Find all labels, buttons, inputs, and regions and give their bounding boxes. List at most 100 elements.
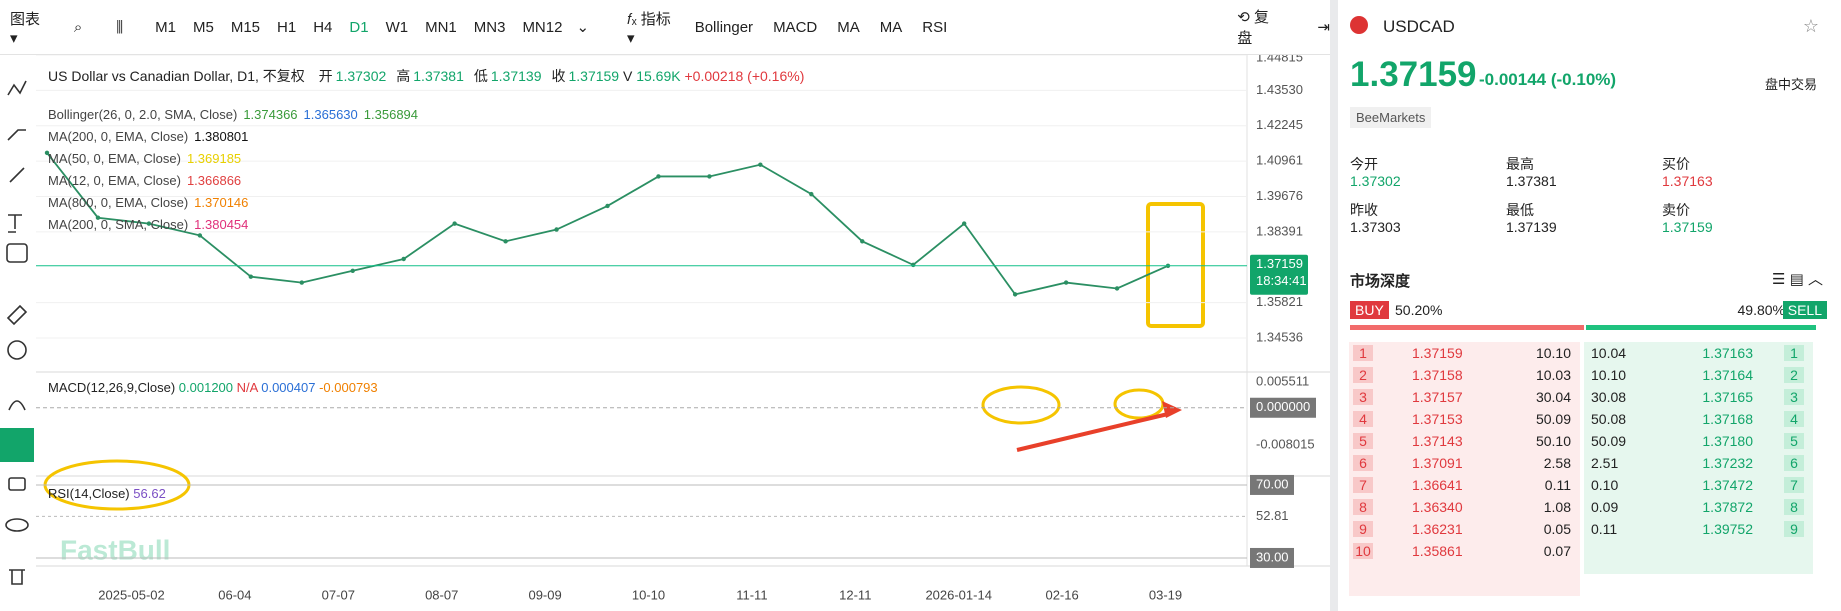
bid-price: 1.37157 <box>1412 389 1463 405</box>
replay-label[interactable]: 复盘 <box>1237 9 1270 47</box>
indicators-label[interactable]: 指标 <box>640 10 671 28</box>
legend-value: 1.380801 <box>194 129 249 144</box>
close-point <box>911 262 916 268</box>
indicator[interactable]: MA <box>879 18 903 36</box>
ask-price: 1.37163 <box>1702 345 1753 361</box>
indicator[interactable]: MA <box>837 18 860 36</box>
change-percent: (-0.10%) <box>1550 70 1617 89</box>
chart-menu[interactable]: 图表 ▾ <box>10 10 41 47</box>
ohlc-value: 1.37139 <box>490 68 542 84</box>
watermark: FastBull <box>60 534 170 565</box>
stat-label: 买价 <box>1662 156 1690 172</box>
timeframe[interactable]: D1 <box>349 18 369 36</box>
indicator[interactable]: MACD <box>773 18 818 36</box>
more-timeframes[interactable]: ⌄ <box>576 19 590 36</box>
close-point <box>1012 292 1018 297</box>
stat-label: 昨收 <box>1350 202 1378 218</box>
indicators-button[interactable]: 𝑓ₓ 指标 ▾ <box>627 10 671 47</box>
bid-price: 1.35861 <box>1412 543 1463 559</box>
search-icon[interactable]: ⌕ <box>73 18 83 36</box>
rsi-tick-label: 52.81 <box>1256 508 1289 523</box>
rsi-value: 56.62 <box>133 486 166 501</box>
timeframe[interactable]: M5 <box>193 18 214 36</box>
symbol-title: US Dollar vs Canadian Dollar, D1, 不复权 <box>48 68 305 84</box>
depth-controls[interactable]: ☰ ▤ ︿ <box>1772 271 1823 288</box>
annotation-ellipse <box>981 385 1061 425</box>
exit-icon[interactable]: ⇥ <box>1317 19 1330 36</box>
date-label: 06-04 <box>218 587 251 602</box>
timeframe[interactable]: MN12 <box>522 18 563 36</box>
bid-volume: 0.05 <box>1543 521 1571 537</box>
price-tick-label: 1.35821 <box>1256 294 1303 309</box>
stat-value: 1.37303 <box>1350 219 1401 235</box>
timeframe[interactable]: MN1 <box>425 18 457 36</box>
close-point <box>44 150 50 156</box>
sell-label: SELL <box>1782 301 1827 319</box>
date-label: 12-11 <box>839 587 871 602</box>
close-point <box>350 268 355 274</box>
stat-label: 最高 <box>1506 156 1534 172</box>
stat-label: 最低 <box>1506 202 1534 218</box>
bid-volume: 2.58 <box>1543 455 1571 471</box>
timeframe[interactable]: MN3 <box>473 18 506 36</box>
quote-panel: USDCAD ☆ 1.37159 -0.00144 (-0.10%) 盘中交易 … <box>1338 0 1841 611</box>
stat-value: 1.37302 <box>1350 173 1401 189</box>
macd-value: N/A <box>236 380 258 395</box>
indicator-list: Bollinger MACD MA MA RSI <box>695 19 948 36</box>
active-tool[interactable] <box>0 428 34 462</box>
buy-bar <box>1350 325 1584 330</box>
legend-name: MA(200, 0, SMA, Close) <box>48 217 189 232</box>
date-label: 09-09 <box>528 587 561 602</box>
ask-background <box>1584 342 1813 574</box>
volume: 15.69K <box>636 68 681 84</box>
timeframe[interactable]: M1 <box>155 18 176 36</box>
legend-value: 1.374366 <box>243 107 298 122</box>
star-icon[interactable]: ☆ <box>1802 16 1819 36</box>
close-point <box>554 227 559 232</box>
ask-volume: 0.09 <box>1591 499 1619 515</box>
rsi-tag <box>1250 547 1294 568</box>
annotation-box <box>1146 202 1205 328</box>
ask-price: 1.39752 <box>1702 521 1753 537</box>
indicator[interactable]: Bollinger <box>694 18 754 36</box>
date-label: 03-19 <box>1149 587 1182 602</box>
volume-label: V <box>622 68 633 84</box>
close-point <box>707 174 712 179</box>
timeframe[interactable]: W1 <box>385 18 409 36</box>
timeframe[interactable]: M15 <box>230 18 261 36</box>
date-label: 10-10 <box>632 587 665 602</box>
timeframe[interactable]: H1 <box>277 18 297 36</box>
change: +0.00218 (+0.16%) <box>684 68 805 84</box>
ask-volume: 10.10 <box>1591 367 1627 383</box>
legend-value: 1.356894 <box>363 107 419 122</box>
ask-price: 1.37872 <box>1702 499 1753 515</box>
rsi-legend: RSI(14,Close) 56.62 <box>48 486 166 501</box>
close-point <box>248 274 254 279</box>
toolbar: 图表 ▾ ⌕ ⫼ M1 M5 M15 H1 H4 D1 W1 MN1 MN3 MN12 ⌄ 𝑓ₓ … <box>0 0 1330 55</box>
zero-tag <box>1250 397 1316 418</box>
sell-bar <box>1586 325 1816 330</box>
bid-volume: 10.03 <box>1535 367 1571 383</box>
close-point <box>758 162 763 167</box>
chart-menu-label[interactable]: 图表 <box>10 10 41 28</box>
close-point <box>1114 286 1120 291</box>
replay-button[interactable]: ⟲ 复盘 <box>1237 9 1270 47</box>
ask-index: 5 <box>1784 433 1804 449</box>
ask-index: 2 <box>1784 367 1804 383</box>
chart-canvas: FastBull 1.448151.435301.422451.409611.3… <box>0 49 1330 603</box>
bid-index: 9 <box>1353 521 1373 537</box>
close-point <box>605 203 610 209</box>
price-tick-label: 1.38391 <box>1256 223 1303 238</box>
bid-index: 2 <box>1353 367 1373 383</box>
depth-title: 市场深度 <box>1350 273 1411 290</box>
legend-row: MA(50, 0, EMA, Close) 1.369185 <box>48 148 418 170</box>
legend-value: 1.370146 <box>194 195 249 210</box>
buy-percent: 50.20% <box>1395 302 1443 318</box>
price-tick-label: 1.40961 <box>1256 153 1303 168</box>
timeframe[interactable]: H4 <box>313 18 333 36</box>
buy-label: BUY <box>1350 301 1389 319</box>
candle-icon[interactable]: ⫼ <box>116 18 124 36</box>
indicator[interactable]: RSI <box>922 18 948 36</box>
legend-value: 1.365630 <box>303 107 358 122</box>
